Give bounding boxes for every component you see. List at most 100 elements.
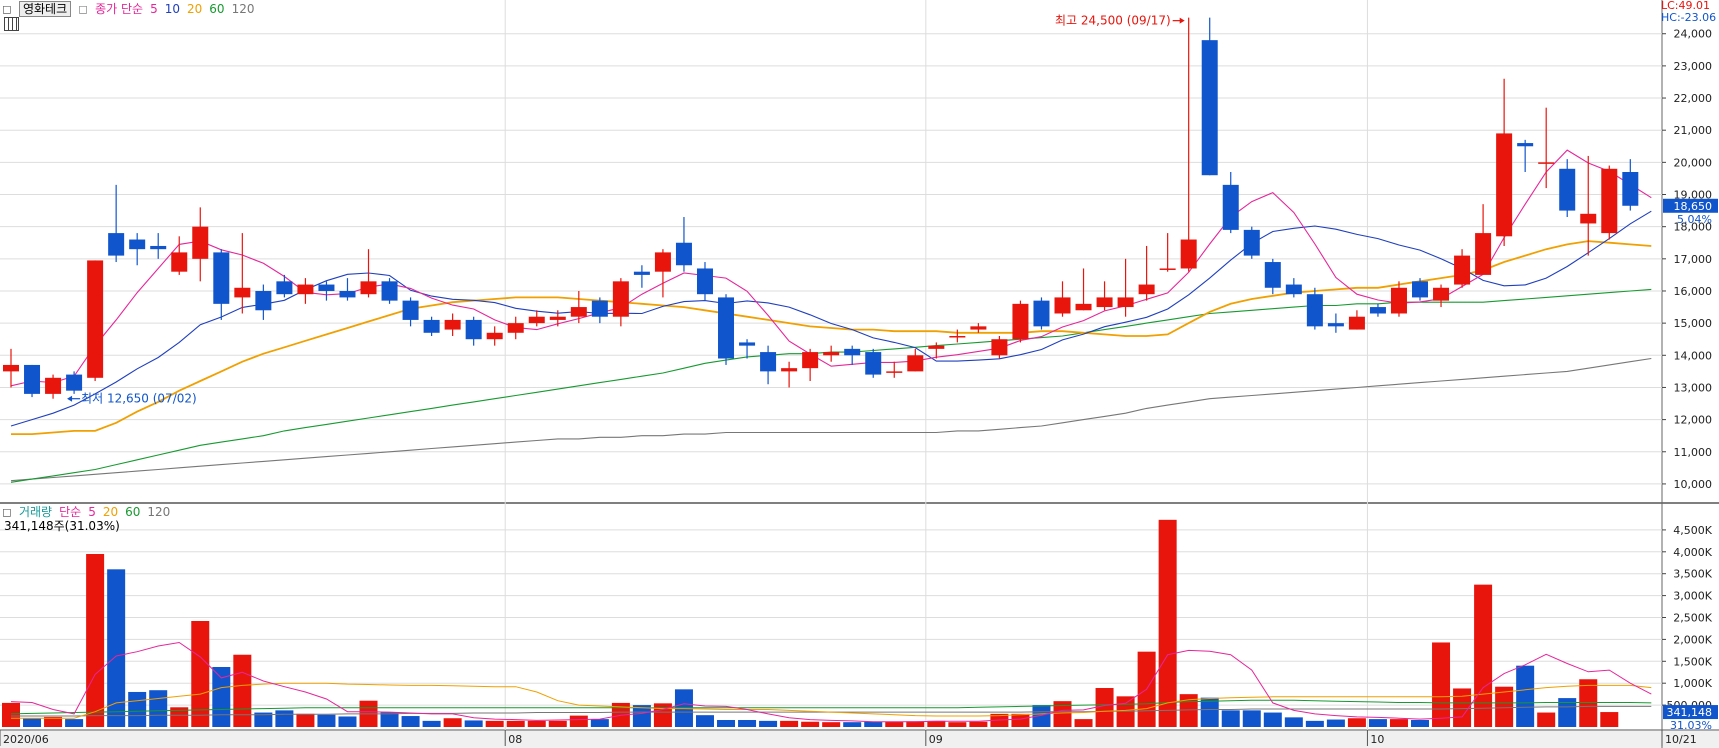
- volume-bar[interactable]: [338, 716, 357, 727]
- candle-up[interactable]: [970, 326, 987, 330]
- candle-up[interactable]: [654, 252, 671, 272]
- collapse-icon[interactable]: ◻: [2, 2, 12, 16]
- candle-down[interactable]: [318, 284, 335, 291]
- candle-down[interactable]: [1285, 284, 1302, 295]
- volume-bar[interactable]: [948, 722, 967, 727]
- candle-up[interactable]: [1496, 133, 1513, 237]
- volume-bar[interactable]: [401, 716, 420, 727]
- candle-up[interactable]: [297, 284, 314, 295]
- candle-up[interactable]: [1348, 316, 1365, 330]
- candle-up[interactable]: [823, 352, 840, 356]
- candle-down[interactable]: [696, 268, 713, 295]
- volume-bar[interactable]: [1221, 710, 1240, 727]
- candle-up[interactable]: [234, 287, 251, 298]
- candle-down[interactable]: [66, 374, 83, 391]
- volume-bar[interactable]: [1242, 710, 1261, 727]
- candle-down[interactable]: [675, 242, 692, 266]
- candle-down[interactable]: [739, 342, 756, 346]
- volume-bar[interactable]: [254, 712, 273, 727]
- candle-down[interactable]: [1222, 184, 1239, 230]
- candle-down[interactable]: [1201, 40, 1218, 176]
- candle-up[interactable]: [1096, 297, 1113, 308]
- grid-toggle-icon[interactable]: [4, 17, 19, 31]
- stock-name-button[interactable]: 영화테크: [18, 1, 72, 17]
- volume-bar[interactable]: [1284, 717, 1303, 727]
- volume-bar[interactable]: [1474, 584, 1493, 727]
- volume-bar[interactable]: [780, 720, 799, 727]
- candle-down[interactable]: [402, 300, 419, 320]
- volume-bar[interactable]: [128, 691, 147, 727]
- volume-bar[interactable]: [1600, 712, 1619, 727]
- volume-bar[interactable]: [927, 720, 946, 727]
- volume-bar[interactable]: [1053, 701, 1072, 727]
- candle-up[interactable]: [549, 316, 566, 320]
- volume-bar[interactable]: [1516, 665, 1535, 727]
- candle-up[interactable]: [1433, 287, 1450, 301]
- volume-bar[interactable]: [1432, 642, 1451, 727]
- volume-bar[interactable]: [759, 720, 778, 727]
- candle-up[interactable]: [1054, 297, 1071, 314]
- candle-down[interactable]: [381, 281, 398, 301]
- candle-up[interactable]: [1012, 303, 1029, 340]
- volume-bar[interactable]: [380, 712, 399, 727]
- candle-up[interactable]: [570, 307, 587, 317]
- volume-bar[interactable]: [1368, 719, 1387, 727]
- candle-up[interactable]: [87, 260, 104, 378]
- volume-bar[interactable]: [1095, 688, 1114, 727]
- candle-up[interactable]: [1601, 168, 1618, 234]
- volume-bar[interactable]: [1032, 705, 1051, 727]
- candle-up[interactable]: [192, 226, 209, 259]
- candle-down[interactable]: [1264, 262, 1281, 288]
- volume-bar[interactable]: [590, 719, 609, 727]
- candle-up[interactable]: [1454, 255, 1471, 285]
- volume-bar[interactable]: [506, 720, 525, 727]
- volume-bar[interactable]: [1347, 718, 1366, 727]
- candle-down[interactable]: [1559, 168, 1576, 211]
- candle-up[interactable]: [3, 364, 19, 372]
- volume-bar[interactable]: [1558, 698, 1577, 727]
- volume-bar[interactable]: [443, 718, 462, 727]
- volume-bar[interactable]: [65, 719, 84, 727]
- candle-up[interactable]: [528, 316, 545, 324]
- volume-bar[interactable]: [212, 666, 231, 727]
- volume-bar[interactable]: [801, 721, 820, 727]
- volume-bar[interactable]: [885, 721, 904, 727]
- volume-bar[interactable]: [1389, 719, 1408, 727]
- volume-bar[interactable]: [464, 720, 483, 727]
- volume-bar[interactable]: [170, 707, 189, 727]
- volume-bar[interactable]: [2, 702, 20, 727]
- candle-up[interactable]: [1117, 297, 1134, 308]
- candle-down[interactable]: [844, 348, 861, 356]
- candle-up[interactable]: [1159, 268, 1176, 270]
- candle-down[interactable]: [718, 297, 735, 359]
- volume-bar[interactable]: [296, 713, 315, 727]
- candle-down[interactable]: [1369, 307, 1386, 314]
- candle-up[interactable]: [612, 281, 629, 317]
- candle-down[interactable]: [760, 352, 777, 372]
- candle-up[interactable]: [886, 371, 903, 373]
- candle-up[interactable]: [907, 355, 924, 372]
- candle-down[interactable]: [1412, 281, 1429, 298]
- candle-down[interactable]: [1622, 172, 1639, 206]
- volume-bar[interactable]: [1305, 720, 1324, 727]
- volume-bar[interactable]: [653, 703, 672, 727]
- volume-bar[interactable]: [569, 715, 588, 727]
- volume-bar[interactable]: [23, 718, 42, 727]
- volume-bar[interactable]: [717, 719, 736, 727]
- volume-bar[interactable]: [1074, 719, 1093, 727]
- volume-bar[interactable]: [233, 654, 252, 727]
- candle-up[interactable]: [949, 336, 966, 338]
- candle-down[interactable]: [865, 352, 882, 375]
- volume-bar[interactable]: [527, 720, 546, 727]
- volume-bar[interactable]: [86, 553, 105, 727]
- candle-down[interactable]: [276, 281, 293, 295]
- candle-down[interactable]: [1327, 323, 1344, 327]
- volume-bar[interactable]: [1200, 697, 1219, 727]
- volume-bar[interactable]: [822, 722, 841, 727]
- candle-up[interactable]: [1075, 303, 1092, 311]
- volume-bar[interactable]: [422, 720, 441, 727]
- candle-down[interactable]: [1243, 229, 1260, 256]
- volume-bar[interactable]: [317, 714, 336, 727]
- volume-bar[interactable]: [1263, 712, 1282, 727]
- candle-down[interactable]: [213, 252, 230, 304]
